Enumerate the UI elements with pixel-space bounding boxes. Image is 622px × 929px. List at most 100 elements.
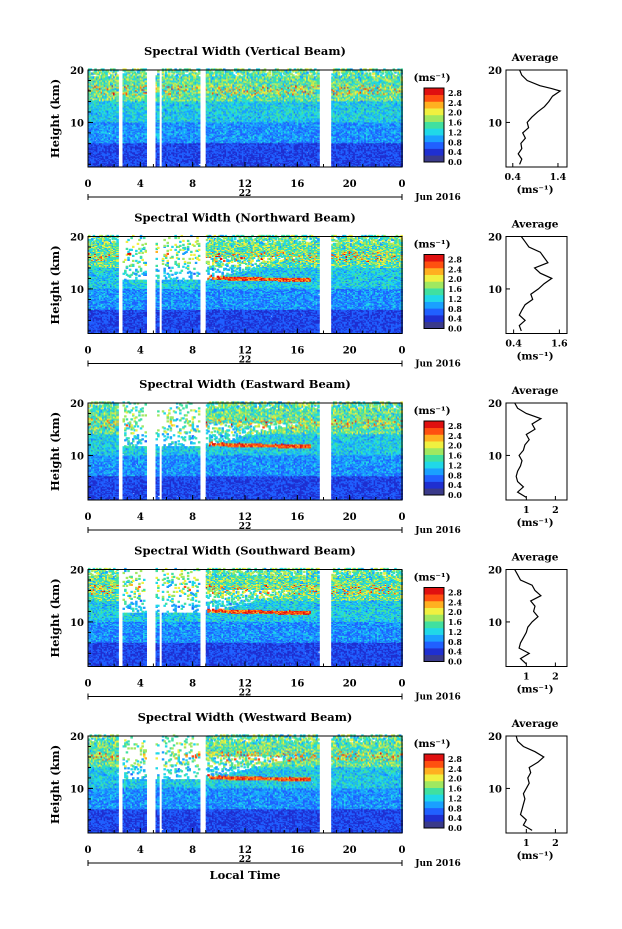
colorbar-tick-label: 0.0 <box>448 657 462 667</box>
colorbar-tick-label: 0.0 <box>448 490 462 500</box>
panel-title: Spectral Width (Eastward Beam) <box>139 377 351 391</box>
x-tick-label: 16 <box>290 512 304 523</box>
colorbar-swatch <box>424 261 444 268</box>
x-tick-label: 0 <box>399 679 406 690</box>
date-label: Jun 2016 <box>414 859 461 869</box>
colorbar-swatch <box>424 601 444 608</box>
x-tick-label: 4 <box>137 845 144 856</box>
average-profile <box>506 70 567 167</box>
colorbar-tick-label: 2.8 <box>448 254 462 264</box>
colorbar-tick-label: 1.2 <box>448 627 462 637</box>
colorbar-tick-label: 0.0 <box>448 823 462 833</box>
x-tick-label: 4 <box>137 679 144 690</box>
panel-5 <box>88 734 567 866</box>
colorbar-tick-label: 2.0 <box>448 108 462 118</box>
colorbar-tick-label: 2.4 <box>448 431 462 441</box>
x-tick-label: 0 <box>85 845 92 856</box>
colorbar-swatch <box>424 635 444 642</box>
colorbar-tick-label: 1.6 <box>448 118 462 128</box>
profile-y-tick-label: 20 <box>488 566 502 577</box>
panel-title: Spectral Width (Northward Beam) <box>134 211 356 225</box>
panel-title: Spectral Width (Vertical Beam) <box>144 44 346 58</box>
y-tick-label: 10 <box>70 118 84 129</box>
colorbar-swatch <box>424 142 444 149</box>
colorbar-tick-label: 1.2 <box>448 127 462 137</box>
colorbar-tick-label: 2.8 <box>448 88 462 98</box>
y-tick-label: 10 <box>70 451 84 462</box>
date-label: Jun 2016 <box>414 360 461 370</box>
colorbar-swatch <box>424 288 444 295</box>
x-tick-label: 0 <box>85 512 92 523</box>
heatmap <box>88 401 403 500</box>
date-label: Jun 2016 <box>414 526 461 536</box>
colorbar-swatch <box>424 614 444 621</box>
profile-x-tick-label: 1.4 <box>550 172 567 183</box>
profile-y-tick-label: 10 <box>488 451 502 462</box>
x-tick-label: 20 <box>343 179 357 190</box>
colorbar-tick-label: 2.4 <box>448 597 462 607</box>
y-axis-label: Height (km) <box>48 412 62 491</box>
profile-y-tick-label: 10 <box>488 118 502 129</box>
colorbar-unit: (ms⁻¹) <box>413 405 450 417</box>
colorbar-swatch <box>424 608 444 615</box>
colorbar-swatch <box>424 488 444 495</box>
colorbar-swatch <box>424 155 444 162</box>
colorbar-swatch <box>424 628 444 635</box>
x-tick-label: 16 <box>290 845 304 856</box>
day-label: 22 <box>239 855 252 865</box>
x-tick-label: 0 <box>399 512 406 523</box>
profile-y-tick-label: 20 <box>488 66 502 77</box>
profile-y-tick-label: 10 <box>488 784 502 795</box>
panel-title: Spectral Width (Westward Beam) <box>138 710 353 724</box>
colorbar-swatch <box>424 302 444 309</box>
profile-title: Average <box>511 552 559 564</box>
colorbar-swatch <box>424 115 444 122</box>
panel-title: Spectral Width (Southward Beam) <box>134 544 356 558</box>
x-tick-label: 0 <box>399 845 406 856</box>
colorbar-swatch <box>424 122 444 129</box>
colorbar-tick-label: 0.8 <box>448 304 462 314</box>
profile-x-tick-label: 1 <box>523 838 530 849</box>
colorbar-swatch <box>424 774 444 781</box>
panel-4 <box>88 568 567 700</box>
colorbar-tick-label: 0.0 <box>448 324 462 334</box>
heatmap <box>88 568 403 667</box>
profile-unit: (ms⁻¹) <box>516 184 553 196</box>
y-tick-label: 20 <box>70 233 84 244</box>
profile-y-tick-label: 20 <box>488 233 502 244</box>
x-tick-label: 16 <box>290 179 304 190</box>
colorbar-tick-label: 0.4 <box>448 314 462 324</box>
colorbar-tick-label: 0.4 <box>448 647 462 657</box>
colorbar-swatch <box>424 801 444 808</box>
profile-title: Average <box>511 385 559 397</box>
profile-line <box>515 570 541 664</box>
colorbar-swatch <box>424 441 444 448</box>
x-tick-label: 0 <box>399 179 406 190</box>
colorbar-swatch <box>424 648 444 655</box>
colorbar-swatch <box>424 101 444 108</box>
colorbar-tick-label: 0.4 <box>448 480 462 490</box>
colorbar-swatch <box>424 788 444 795</box>
colorbar-tick-label: 1.2 <box>448 793 462 803</box>
colorbar-swatch <box>424 448 444 455</box>
colorbar-swatch <box>424 149 444 156</box>
colorbar-swatch <box>424 781 444 788</box>
profile-x-tick-label: 0.4 <box>505 172 522 183</box>
x-tick-label: 16 <box>290 346 304 357</box>
y-tick-label: 20 <box>70 566 84 577</box>
profile-y-tick-label: 10 <box>488 618 502 629</box>
colorbar-swatch <box>424 268 444 275</box>
colorbar-tick-label: 0.4 <box>448 813 462 823</box>
colorbar-tick-label: 0.0 <box>448 157 462 167</box>
x-tick-label: 20 <box>343 845 357 856</box>
colorbar-swatch <box>424 655 444 662</box>
colorbar-tick-label: 2.0 <box>448 274 462 284</box>
y-axis-label: Height (km) <box>48 578 62 657</box>
colorbar-swatch <box>424 475 444 482</box>
colorbar-swatch <box>424 621 444 628</box>
profile-line <box>515 403 541 497</box>
x-tick-label: 20 <box>343 679 357 690</box>
profile-line <box>518 70 560 164</box>
colorbar-tick-label: 0.8 <box>448 137 462 147</box>
date-label: Jun 2016 <box>414 193 461 203</box>
